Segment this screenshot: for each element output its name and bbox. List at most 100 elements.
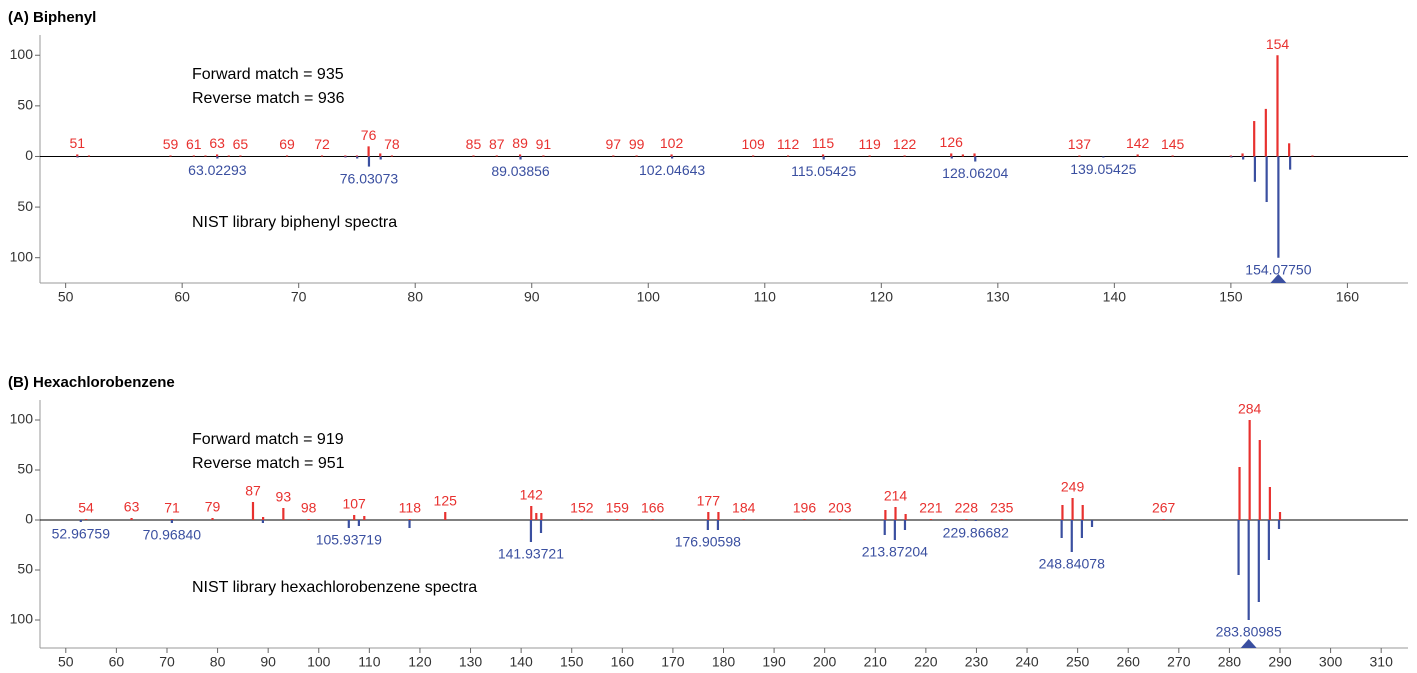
peak-label: 139.05425 <box>1070 161 1136 177</box>
peak-label: 85 <box>466 136 482 152</box>
peak-label: 115.05425 <box>791 163 856 179</box>
x-tick-label: 90 <box>524 289 540 305</box>
peak-label: 283.80985 <box>1216 624 1282 640</box>
peak-label: 54 <box>78 500 94 516</box>
peak-label: 267 <box>1152 500 1176 516</box>
x-tick-label: 220 <box>914 654 938 670</box>
peak-label: 115 <box>812 135 835 151</box>
peak-label: 79 <box>205 499 221 515</box>
x-tick-label: 180 <box>712 654 736 670</box>
x-tick-label: 140 <box>1103 289 1127 305</box>
x-tick-label: 210 <box>864 654 888 670</box>
x-tick-label: 50 <box>58 289 74 305</box>
peak-label: 221 <box>919 500 943 516</box>
x-tick-label: 160 <box>1336 289 1360 305</box>
peak-label: 105.93719 <box>316 532 382 548</box>
peak-label: 72 <box>314 136 330 152</box>
x-tick-label: 170 <box>661 654 685 670</box>
annotation: Forward match = 919 <box>192 431 344 448</box>
peak-label: 76 <box>361 127 377 143</box>
peak-label: 69 <box>279 136 295 152</box>
x-tick-label: 150 <box>1219 289 1243 305</box>
x-tick-label: 230 <box>965 654 989 670</box>
peak-label: 137 <box>1068 136 1092 152</box>
peak-label: 63.02293 <box>188 162 247 178</box>
peak-label: 177 <box>697 493 721 509</box>
x-tick-label: 110 <box>358 654 381 670</box>
peak-label: 142 <box>520 487 544 503</box>
annotation: Reverse match = 951 <box>192 455 345 472</box>
peak-label: 249 <box>1061 479 1085 495</box>
peak-label: 61 <box>186 136 202 152</box>
y-tick-label: 0 <box>25 147 33 163</box>
peak-label: 76.03073 <box>340 170 399 186</box>
peak-label: 91 <box>536 136 552 152</box>
y-tick-label: 100 <box>10 411 34 427</box>
x-tick-label: 70 <box>291 289 307 305</box>
x-tick-label: 110 <box>754 289 777 305</box>
peak-label: 213.87204 <box>862 544 928 560</box>
peak-label: 141.93721 <box>498 546 564 562</box>
x-tick-label: 260 <box>1117 654 1141 670</box>
annotation: Forward match = 935 <box>192 66 344 83</box>
peak-label: 154 <box>1266 36 1290 52</box>
peak-label: 142 <box>1126 135 1150 151</box>
x-tick-label: 60 <box>174 289 190 305</box>
x-tick-label: 100 <box>637 289 661 305</box>
peak-label: 93 <box>276 489 292 505</box>
peak-label: 78 <box>384 136 400 152</box>
y-tick-label: 50 <box>17 97 33 113</box>
peak-label: 63 <box>124 499 140 515</box>
x-tick-label: 150 <box>560 654 584 670</box>
peak-label: 87 <box>489 136 505 152</box>
y-tick-label: 50 <box>17 198 33 214</box>
x-tick-label: 100 <box>307 654 331 670</box>
peak-label: 102 <box>660 135 684 151</box>
y-tick-label: 50 <box>17 561 33 577</box>
x-tick-label: 80 <box>210 654 226 670</box>
y-tick-label: 0 <box>25 511 33 527</box>
peak-label: 152 <box>570 500 594 516</box>
peak-label: 87 <box>245 483 261 499</box>
peak-label: 51 <box>69 135 85 151</box>
peak-label: 122 <box>893 136 917 152</box>
x-tick-label: 60 <box>109 654 125 670</box>
annotation: NIST library hexachlorobenzene spectra <box>192 579 477 596</box>
x-tick-label: 130 <box>459 654 483 670</box>
peak-label: 125 <box>434 493 458 509</box>
peak-label: 112 <box>777 136 800 152</box>
x-tick-label: 130 <box>986 289 1010 305</box>
x-tick-label: 90 <box>260 654 276 670</box>
peak-label: 126 <box>940 134 964 150</box>
x-tick-label: 70 <box>159 654 175 670</box>
x-tick-label: 280 <box>1218 654 1242 670</box>
chart-title: (A) Biphenyl <box>8 9 96 26</box>
x-tick-label: 190 <box>762 654 786 670</box>
x-tick-label: 300 <box>1319 654 1343 670</box>
peak-label: 89 <box>512 135 528 151</box>
peak-label: 65 <box>233 136 249 152</box>
annotation: NIST library biphenyl spectra <box>192 214 397 231</box>
peak-label: 102.04643 <box>639 162 705 178</box>
precursor-marker <box>1270 274 1287 283</box>
peak-label: 118 <box>399 500 422 516</box>
chart-title: (B) Hexachlorobenzene <box>8 374 175 391</box>
x-tick-label: 240 <box>1015 654 1039 670</box>
peak-label: 176.90598 <box>675 534 741 550</box>
peak-label: 99 <box>629 136 645 152</box>
x-tick-label: 250 <box>1066 654 1090 670</box>
y-tick-label: 100 <box>10 248 34 264</box>
annotation: Reverse match = 936 <box>192 90 345 107</box>
x-tick-label: 120 <box>408 654 432 670</box>
peak-label: 70.96840 <box>143 527 202 543</box>
peak-label: 71 <box>164 500 180 516</box>
precursor-marker <box>1240 639 1257 648</box>
x-tick-label: 140 <box>509 654 533 670</box>
peak-label: 98 <box>301 500 317 516</box>
x-tick-label: 270 <box>1167 654 1191 670</box>
peak-label: 89.03856 <box>491 163 550 179</box>
peak-label: 228 <box>955 500 979 516</box>
peak-label: 109 <box>741 136 765 152</box>
x-tick-label: 200 <box>813 654 837 670</box>
